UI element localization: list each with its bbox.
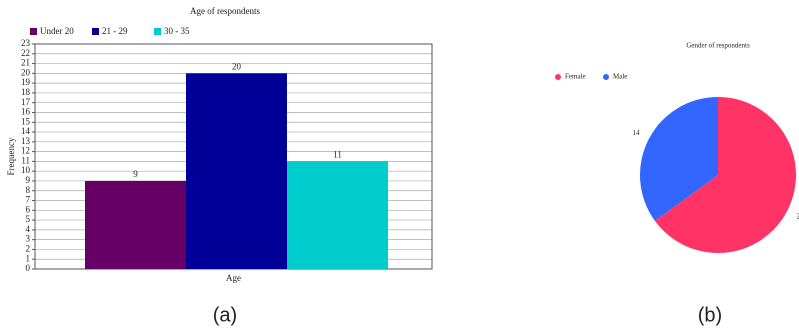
pie-slice [640,97,718,221]
y-tick-label: 20 [21,67,31,77]
y-tick-label: 3 [26,234,31,244]
y-tick-label: 0 [26,263,31,273]
y-tick-label: 5 [26,214,31,224]
y-tick-label: 23 [21,38,31,48]
value-label: 9 [133,169,138,179]
legend-label: 30 - 35 [164,26,190,36]
y-tick-label: 11 [21,155,30,165]
caption: (a) [213,304,237,326]
legend-label: 21 - 29 [102,26,128,36]
y-tick-label: 10 [21,165,31,175]
legend-swatch [30,28,37,35]
y-tick-label: 21 [21,58,30,68]
legend-marker [555,74,561,80]
value-label: 20 [232,61,242,71]
legend-label: Under 20 [40,26,74,36]
legend-swatch [92,28,99,35]
y-tick-label: 1 [26,253,31,263]
y-tick-label: 18 [21,87,31,97]
y-tick-label: 9 [26,175,31,185]
y-tick-label: 12 [21,146,30,156]
value-label: 26 [796,212,799,220]
y-tick-label: 13 [21,136,31,146]
y-tick-label: 6 [26,204,31,214]
y-axis-label: Frequency [6,137,16,175]
value-label: 11 [333,149,342,159]
caption: (b) [698,304,722,326]
legend-marker [603,74,609,80]
x-axis-label: Age [226,273,241,283]
bar [287,161,388,269]
y-tick-label: 4 [26,224,31,234]
chart-title: Gender of respondents [686,42,750,50]
legend-label: Male [613,73,627,81]
y-tick-label: 8 [26,185,31,195]
y-tick-label: 15 [21,116,31,126]
y-tick-label: 17 [21,97,31,107]
y-tick-label: 14 [21,126,31,136]
y-tick-label: 19 [21,77,31,87]
y-tick-label: 7 [26,195,31,205]
chart-title: Age of respondents [190,6,260,16]
y-tick-label: 16 [21,107,31,117]
y-tick-label: 22 [21,48,30,58]
pie-slice [654,97,796,253]
bar [85,180,186,269]
bar [186,73,287,269]
legend-label: Female [565,73,586,81]
y-tick-label: 2 [26,243,31,253]
value-label: 14 [633,129,641,137]
legend-swatch [154,28,161,35]
